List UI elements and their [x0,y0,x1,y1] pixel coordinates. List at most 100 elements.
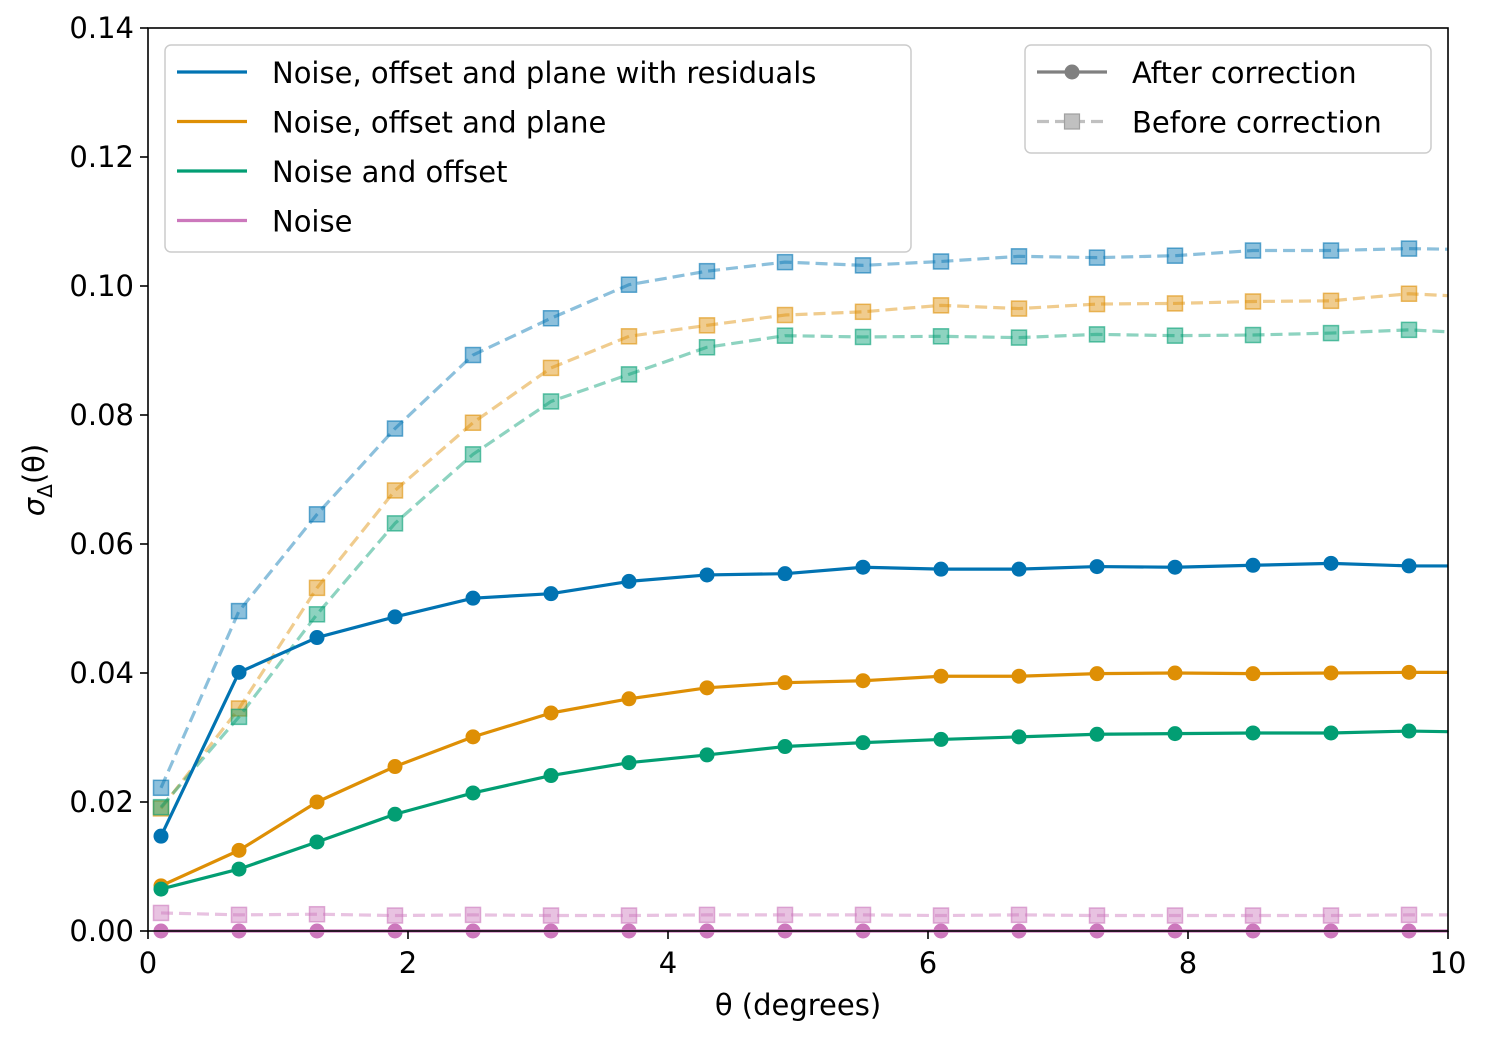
after-correction-point [1089,666,1105,682]
after-correction-line [160,729,1449,891]
legend-series-label: Noise [272,205,352,239]
y-axis-label-argument: (θ) [17,444,51,484]
before-correction-point [620,366,638,383]
before-correction-point [1010,300,1028,317]
legend-style-marker [1064,64,1080,80]
after-correction-point [1011,561,1027,577]
y-axis-label-main: σ [17,496,51,516]
after-correction-point [1401,664,1417,680]
after-correction-point [933,668,949,684]
after-correction-point [1011,729,1027,745]
legend-series-label: Noise and offset [272,155,507,189]
after-correction-point [777,566,793,582]
before-correction-line [159,292,1449,810]
after-correction-point [1089,726,1105,742]
y-tick-label: 0.04 [69,656,134,690]
before-correction-point [1088,249,1106,266]
before-correction-point [464,906,482,924]
after-correction-point [153,828,169,844]
before-correction-point [932,297,950,314]
after-correction-point [777,675,793,691]
axes-spines [147,27,1449,932]
x-tick-label: 10 [1430,946,1467,980]
after-correction-point [543,705,559,721]
before-correction-point [620,276,638,293]
before-correction-point [854,906,872,924]
before-correction-point [1322,242,1340,259]
after-correction-point [231,842,247,858]
after-correction-point [387,759,403,775]
series-before-1 [152,285,1449,817]
after-correction-point [1245,557,1261,573]
before-correction-point [386,907,404,924]
before-correction-point [230,602,248,620]
before-correction-point [698,262,716,280]
y-tick-label: 0.06 [69,527,134,561]
before-correction-point [152,904,170,922]
before-correction-point [698,339,716,356]
after-correction-point [465,785,481,801]
before-correction-point [776,253,794,271]
before-correction-point [1244,293,1262,310]
before-correction-point [542,393,560,410]
after-correction-point [231,861,247,877]
x-axis-ticks: 0 2 4 6 8 10 [139,931,1467,980]
after-correction-point [153,881,169,897]
before-correction-point [386,482,404,499]
before-correction-point [932,907,950,924]
after-correction-point [1089,559,1105,575]
before-correction-point [1322,324,1340,342]
before-correction-point [1244,242,1262,259]
series-before-0 [152,240,1449,797]
before-correction-point [386,420,404,437]
before-correction-point [308,579,326,597]
before-correction-point [308,905,326,923]
after-correction-point [231,664,247,680]
before-correction-line [159,246,1449,789]
after-correction-point [543,768,559,784]
before-correction-point [1244,907,1262,924]
after-correction-point [1323,555,1339,571]
before-correction-point [620,328,638,345]
legend-series-label: Noise, offset and plane [272,106,606,140]
x-tick-label: 2 [399,946,417,980]
y-tick-label: 0.00 [69,914,134,948]
before-correction-point [698,906,716,924]
series-after-2 [153,723,1449,897]
before-correction-point [698,317,716,334]
after-correction-point [855,735,871,751]
before-correction-point [1400,906,1418,924]
before-correction-point [1400,285,1418,302]
before-correction-point [464,446,482,463]
before-correction-point [776,906,794,924]
after-correction-point [777,739,793,755]
before-correction-line [160,911,1448,918]
legend-style-marker [1063,113,1081,130]
before-correction-point [1322,292,1340,310]
after-correction-point [1011,668,1027,684]
after-correction-point [1167,559,1183,575]
before-correction-point [1166,295,1184,312]
series-before-2 [152,321,1449,816]
before-correction-point [1322,907,1340,924]
after-correction-point [855,673,871,689]
after-correction-line [160,670,1448,888]
after-correction-point [387,609,403,625]
after-correction-point [699,747,715,763]
before-correction-point [620,907,638,924]
before-correction-point [776,306,794,324]
after-correction-point [309,794,325,810]
before-correction-point [464,346,482,364]
before-correction-point [308,506,326,523]
before-correction-point [1088,326,1106,343]
after-correction-point [387,806,403,822]
after-correction-point [621,573,637,589]
x-tick-label: 0 [139,946,157,980]
after-correction-point [543,586,559,602]
before-correction-point [152,779,170,797]
x-axis-label: θ (degrees) [715,988,881,1022]
before-correction-point [308,606,326,623]
before-correction-point [932,253,950,270]
after-correction-point [699,567,715,583]
before-correction-point [152,798,170,816]
